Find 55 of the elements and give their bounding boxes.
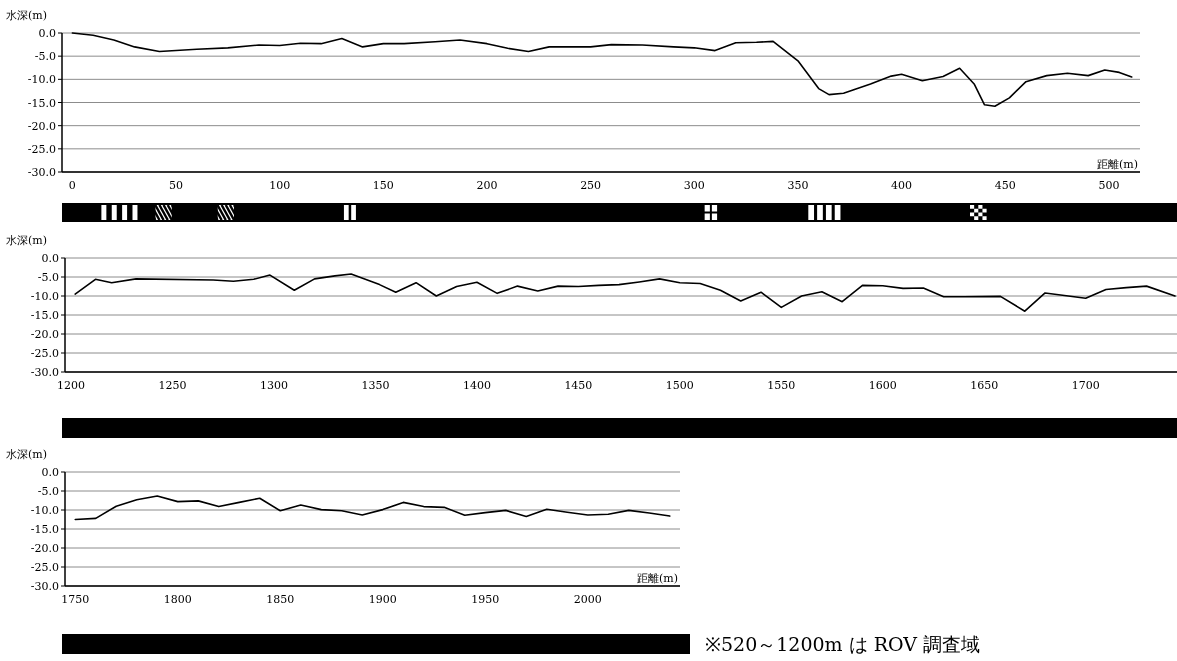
x-tick-label: 300 — [683, 179, 705, 192]
y-tick-label: -30.0 — [27, 166, 56, 179]
y-tick-label: -25.0 — [27, 142, 56, 156]
y-tick-label: -5.0 — [37, 271, 59, 284]
text: ※520～1200m は ROV 調査域 — [705, 633, 981, 655]
y-tick-label: -15.0 — [30, 523, 59, 536]
y-tick-label: 0.0 — [38, 27, 56, 40]
x-tick-label: 1350 — [361, 379, 390, 392]
x-axis-title: 距離(m) — [636, 572, 678, 585]
x-tick-label: 1250 — [158, 379, 187, 392]
x-tick-label: 1750 — [61, 593, 90, 606]
y-tick-label: -5.0 — [34, 50, 56, 64]
y-tick-label: -15.0 — [30, 309, 59, 322]
y-tick-label: -10.0 — [30, 504, 59, 517]
x-tick-label: 450 — [994, 179, 1016, 192]
y-tick-label: -20.0 — [30, 328, 59, 341]
x-tick-label: 200 — [476, 179, 498, 192]
x-tick-label: 1300 — [260, 379, 289, 392]
y-tick-label: -25.0 — [30, 347, 59, 360]
x-tick-label: 500 — [1098, 179, 1120, 192]
y-tick-label: -20.0 — [30, 542, 59, 555]
y-tick-label: -15.0 — [27, 96, 56, 110]
x-tick-label: 1650 — [970, 379, 999, 392]
y-axis-title: 水深(m) — [6, 234, 48, 247]
x-tick-label: 150 — [372, 179, 394, 192]
x-tick-label: 1850 — [266, 593, 295, 606]
x-tick-label: 350 — [787, 179, 809, 192]
x-tick-label: 1950 — [471, 593, 500, 606]
y-axis-title: 水深(m) — [6, 448, 48, 461]
x-tick-label: 100 — [269, 179, 291, 192]
x-tick-label: 1900 — [368, 593, 397, 606]
x-tick-label: 50 — [169, 179, 184, 192]
x-tick-label: 1200 — [57, 379, 86, 392]
x-axis-title: 距離(m) — [1096, 158, 1138, 171]
x-tick-label: 1700 — [1071, 379, 1100, 392]
y-tick-label: -10.0 — [27, 73, 56, 87]
y-tick-label: -25.0 — [30, 561, 59, 574]
y-tick-label: -5.0 — [37, 485, 59, 498]
x-tick-label: 0 — [68, 179, 76, 192]
x-tick-label: 1400 — [462, 379, 491, 392]
x-tick-label: 1550 — [767, 379, 796, 392]
y-tick-label: 0.0 — [41, 252, 59, 265]
x-tick-label: 1800 — [163, 593, 192, 606]
x-tick-label: 2000 — [573, 593, 602, 606]
x-tick-label: 400 — [891, 179, 913, 192]
y-tick-label: 0.0 — [41, 466, 59, 479]
x-tick-label: 250 — [580, 179, 602, 192]
y-axis-title: 水深(m) — [6, 9, 48, 22]
y-tick-label: -10.0 — [30, 290, 59, 303]
y-tick-label: -30.0 — [30, 580, 59, 593]
x-tick-label: 1600 — [868, 379, 897, 392]
x-tick-label: 1500 — [665, 379, 694, 392]
y-tick-label: -20.0 — [27, 119, 56, 133]
x-tick-label: 1450 — [564, 379, 593, 392]
y-tick-label: -30.0 — [30, 366, 59, 379]
